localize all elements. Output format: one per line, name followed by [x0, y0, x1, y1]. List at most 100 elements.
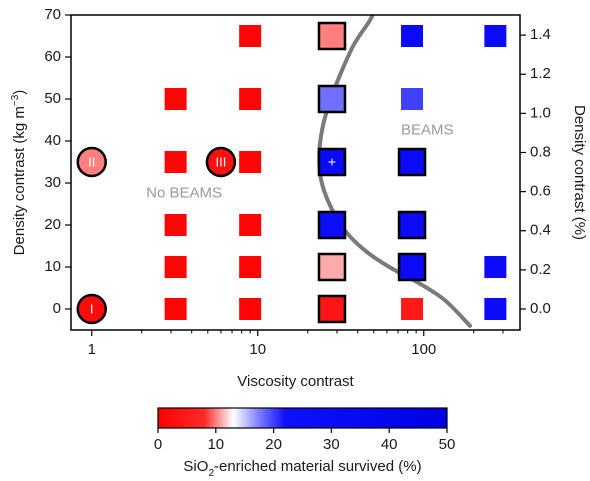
plot-background [71, 15, 520, 330]
data-point-square [239, 214, 262, 236]
data-point-marker [239, 298, 262, 320]
data-point-square [397, 210, 427, 240]
data-point-square [164, 298, 187, 320]
data-point-marker [401, 298, 424, 320]
colorbar-title-subscript: 2 [208, 468, 214, 479]
data-point-marker [317, 84, 347, 114]
data-point-square [401, 298, 424, 320]
data-point-square [164, 214, 187, 236]
data-point-marker [484, 25, 507, 47]
data-point-square [317, 294, 347, 324]
axis-titles: No BEAMS BEAMS Viscosity contrast Density c… [10, 90, 588, 390]
colorbar-tick-label: 30 [323, 436, 340, 453]
data-point-square: + [317, 147, 347, 177]
data-point-square [317, 21, 347, 51]
y2-tick-label: 1.0 [530, 104, 551, 121]
data-point-square [484, 256, 507, 278]
y-axis-title-text: ) [11, 90, 28, 95]
y-tick-label: 30 [44, 174, 61, 191]
y-tick-label: 60 [44, 48, 61, 65]
data-point-marker [317, 147, 347, 177]
data-point-square [317, 210, 347, 240]
data-point-marker [317, 210, 347, 240]
plot-border [70, 14, 521, 331]
data-point-square [401, 88, 424, 110]
data-point-square [317, 252, 347, 282]
y-tick-label: 10 [44, 258, 61, 275]
data-point-marker [239, 88, 262, 110]
data-point-marker [317, 21, 347, 51]
data-point-marker [205, 146, 237, 178]
beams-label: BEAMS [401, 121, 454, 138]
data-point-label: + [328, 154, 336, 170]
axes: 1 10 100 0 10 20 30 40 50 60 70 0.0 0.2 0.4 0.6 0.8 1.0 1… [44, 6, 551, 358]
y-axis-title-left: Density contrast (kg m−3) [10, 90, 28, 256]
data-point-square [164, 88, 187, 110]
plot-area [71, 15, 520, 330]
y2-tick-label: 0.6 [530, 183, 551, 200]
y-axis-title-superscript: −3 [10, 94, 21, 106]
data-point-square [239, 25, 262, 47]
colorbar-gradient [157, 407, 448, 429]
data-point-label: I [90, 301, 94, 316]
data-point-marker [397, 147, 427, 177]
data-point-marker [401, 25, 424, 47]
data-point-square [164, 256, 187, 278]
y-tick-label: 0 [53, 300, 61, 317]
y2-tick-label: 0.2 [530, 261, 551, 278]
data-point-marker [401, 88, 424, 110]
data-point-marker [76, 146, 107, 178]
colorbar-tick-label: 0 [154, 436, 162, 453]
data-point-marker [164, 214, 187, 236]
data-point-square [484, 25, 507, 47]
x-tick-label: 100 [411, 341, 436, 358]
colorbar-title-text: SiO [183, 458, 208, 475]
data-point-square [317, 84, 347, 114]
y2-tick-label: 0.4 [530, 222, 551, 239]
data-point-marker [484, 298, 507, 320]
y-tick-label: 50 [44, 90, 61, 107]
data-point-marker [239, 151, 262, 173]
data-point-square [239, 256, 262, 278]
y2-tick-label: 0.8 [530, 143, 551, 160]
colorbar-tick-label: 20 [265, 436, 282, 453]
data-point-circle: II [76, 146, 107, 178]
data-point-marker [317, 252, 347, 282]
data-point-marker [164, 88, 187, 110]
y-axis-title-text: Density contrast (kg m [11, 106, 28, 255]
data-point-marker [164, 298, 187, 320]
data-point-marker [397, 210, 427, 240]
data-point-square [164, 151, 187, 173]
y-axis-title-right: Density contrast (%) [571, 105, 588, 240]
data-point-square [239, 298, 262, 320]
data-point-square [401, 25, 424, 47]
x-tick-label: 1 [88, 341, 96, 358]
colorbar-title: SiO2-enriched material survived (%) [183, 458, 421, 479]
data-point-square [397, 147, 427, 177]
colorbar-tick-label: 40 [381, 436, 398, 453]
colorbar-tick-label: 10 [207, 436, 224, 453]
colorbar-tick-label: 50 [439, 436, 456, 453]
data-point-marker [76, 293, 107, 325]
data-point-marker [397, 252, 427, 282]
data-point-marker [239, 214, 262, 236]
colorbar: 0 10 20 30 40 50 SiO2-enriched material surviv… [154, 407, 456, 479]
data-point-marker [317, 294, 347, 324]
data-point-circle: III [205, 146, 237, 178]
data-point-square [484, 298, 507, 320]
x-axis-title: Viscosity contrast [237, 373, 354, 390]
data-point-circle: I [76, 293, 107, 325]
y-tick-label: 40 [44, 132, 61, 149]
data-point-marker [164, 256, 187, 278]
no-beams-label: No BEAMS [146, 184, 222, 201]
data-point-label: III [215, 154, 226, 169]
data-point-square [239, 151, 262, 173]
plot-frame [70, 14, 521, 331]
y2-tick-label: 1.2 [530, 65, 551, 82]
data-points: III III + [76, 21, 507, 325]
data-point-square [397, 252, 427, 282]
colorbar-title-text: -enriched material survived (%) [214, 458, 422, 475]
y-tick-label: 20 [44, 216, 61, 233]
